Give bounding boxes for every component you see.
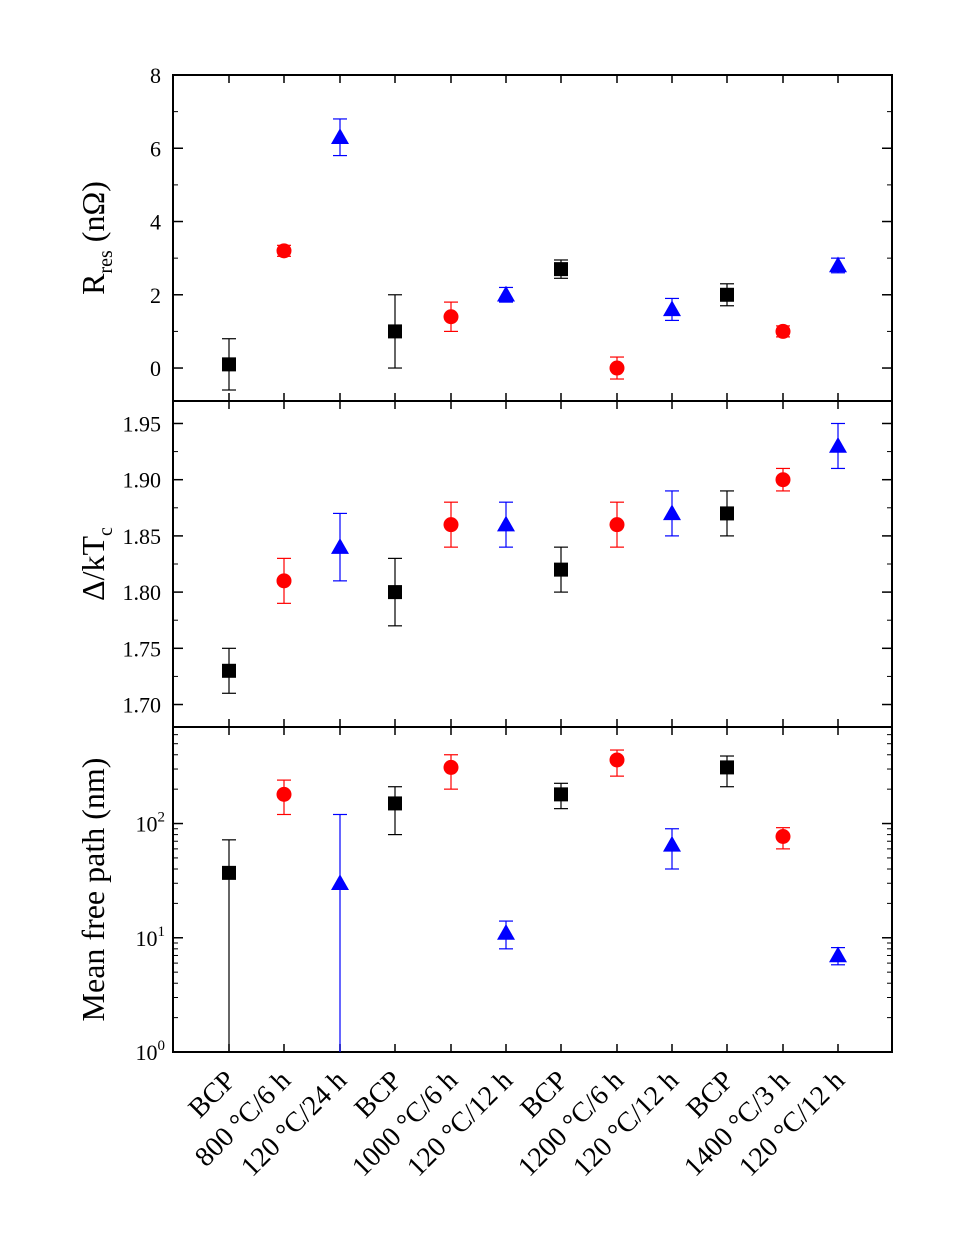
circle-marker <box>775 323 791 339</box>
data-point-circle <box>775 323 791 339</box>
y-tick-label: 101 <box>136 924 166 951</box>
triangle-marker <box>331 874 349 891</box>
triangle-marker <box>663 504 681 521</box>
data-point-square <box>388 786 402 836</box>
triangle-marker <box>829 946 847 963</box>
y-tick-label: 8 <box>150 63 161 88</box>
y-tick-label: 100 <box>136 1038 166 1065</box>
data-point-square <box>554 782 568 810</box>
y-axis-title: Mean free path (nm) <box>75 758 111 1022</box>
square-marker <box>388 585 402 600</box>
data-point-circle <box>443 501 459 548</box>
data-point-circle <box>276 779 292 816</box>
square-marker <box>388 324 402 339</box>
triangle-marker <box>829 436 847 453</box>
square-marker <box>222 663 236 678</box>
circle-marker <box>276 243 292 259</box>
square-marker <box>554 787 568 802</box>
square-marker <box>222 865 236 880</box>
data-point-square <box>720 755 734 788</box>
y-tick-label: 1.95 <box>123 411 162 436</box>
data-point-square <box>222 647 236 694</box>
square-marker <box>720 287 734 302</box>
panels-group: 0 2 4 6 8 Rres (nΩ) 1.70 1.75 1.80 1.85 1.90 1.95 Δ/… <box>75 63 893 1065</box>
data-point-circle <box>443 301 459 333</box>
plot-frame <box>172 726 893 1053</box>
data-point-circle <box>276 557 292 604</box>
y-tick-label: 1.90 <box>123 468 162 493</box>
data-point-triangle <box>497 285 515 303</box>
data-point-circle <box>443 754 459 790</box>
panel-gap: 1.70 1.75 1.80 1.85 1.90 1.95 Δ/kTc <box>75 400 893 728</box>
data-point-circle <box>775 827 791 850</box>
triangle-marker <box>497 285 515 302</box>
y-tick-label: 4 <box>150 210 161 235</box>
triangle-marker <box>331 128 349 145</box>
data-point-circle <box>775 467 791 492</box>
circle-marker <box>775 472 791 488</box>
y-axis-title: Rres (nΩ) <box>75 181 117 295</box>
data-point-square <box>222 839 236 1052</box>
triangle-marker <box>663 835 681 852</box>
y-tick-label: 1.80 <box>123 580 162 605</box>
circle-marker <box>443 759 459 775</box>
data-point-circle <box>609 501 625 548</box>
triangle-marker <box>663 300 681 317</box>
data-point-triangle <box>497 920 515 950</box>
y-tick-label: 1.85 <box>123 524 162 549</box>
data-point-square <box>388 294 402 369</box>
data-point-triangle <box>663 490 681 537</box>
circle-marker <box>276 786 292 802</box>
y-axis-title: Δ/kTc <box>75 527 117 601</box>
data-point-triangle <box>829 946 847 966</box>
data-point-triangle <box>331 118 349 157</box>
data-point-square <box>388 557 402 627</box>
square-marker <box>388 796 402 811</box>
circle-marker <box>775 829 791 845</box>
circle-marker <box>609 517 625 533</box>
plot-frame <box>172 400 893 728</box>
data-point-square <box>554 259 568 279</box>
data-point-square <box>720 283 734 307</box>
y-tick-label: 0 <box>150 356 161 381</box>
panel-rres: 0 2 4 6 8 Rres (nΩ) <box>75 63 893 402</box>
square-marker <box>222 357 236 372</box>
y-tick-label: 2 <box>150 283 161 308</box>
circle-marker <box>609 360 625 376</box>
square-marker <box>554 562 568 577</box>
circle-marker <box>443 517 459 533</box>
data-point-triangle <box>663 297 681 322</box>
circle-marker <box>443 309 459 325</box>
data-point-circle <box>276 243 292 259</box>
plot-frame <box>172 74 893 402</box>
data-point-triangle <box>663 828 681 870</box>
circle-marker <box>276 573 292 589</box>
data-point-square <box>554 546 568 593</box>
circle-marker <box>609 752 625 768</box>
triangle-marker <box>497 924 515 940</box>
data-point-circle <box>609 749 625 777</box>
data-point-circle <box>609 356 625 380</box>
square-marker <box>554 262 568 277</box>
data-point-triangle <box>829 256 847 274</box>
data-point-square <box>720 490 734 537</box>
panel-mfp: 100 101 102 Mean free path (nm) <box>75 726 893 1065</box>
data-point-triangle <box>331 512 349 582</box>
data-point-triangle <box>497 501 515 548</box>
square-marker <box>720 506 734 521</box>
y-tick-label: 6 <box>150 136 161 161</box>
y-tick-label: 1.70 <box>123 693 162 718</box>
data-point-triangle <box>829 422 847 470</box>
triangle-marker <box>331 538 349 554</box>
y-tick-label: 1.75 <box>123 636 162 661</box>
square-marker <box>720 760 734 775</box>
y-tick-label: 102 <box>136 810 166 837</box>
triangle-marker <box>497 515 515 532</box>
data-point-square <box>222 338 236 391</box>
triangle-marker <box>829 256 847 273</box>
data-point-triangle <box>331 813 349 1052</box>
